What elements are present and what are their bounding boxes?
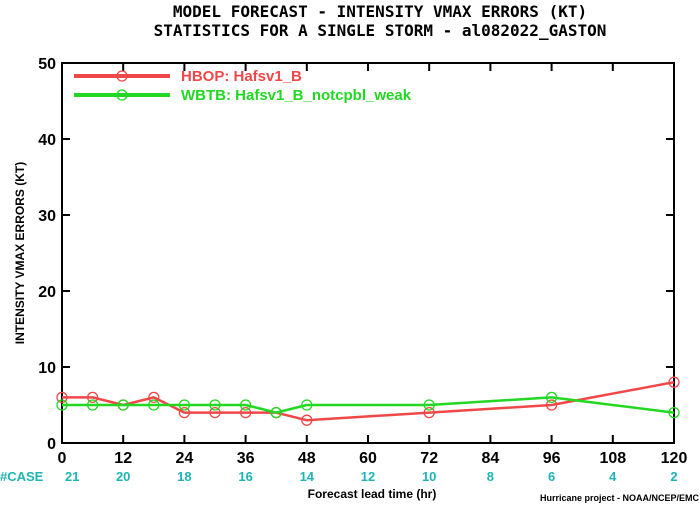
legend-swatch-marker bbox=[116, 89, 128, 101]
data-point bbox=[545, 399, 558, 411]
x-tick-label: 96 bbox=[543, 450, 561, 467]
case-count: 2 bbox=[670, 469, 677, 484]
x-tick-label: 60 bbox=[359, 450, 377, 467]
case-count: 20 bbox=[116, 469, 130, 484]
legend: HBOP: Hafsv1_B WBTB: Hafsv1_B_notcpbl_wea… bbox=[74, 68, 412, 104]
case-count: 21 bbox=[65, 469, 79, 484]
data-point bbox=[209, 406, 221, 419]
x-tick-label: 72 bbox=[420, 450, 438, 467]
y-axis: 0 10 20 30 40 50 bbox=[38, 56, 674, 453]
plot-frame bbox=[61, 62, 675, 444]
chart-subtitle: STATISTICS FOR A SINGLE STORM - al082022… bbox=[154, 21, 607, 40]
data-point bbox=[178, 399, 191, 411]
x-tick-label: 0 bbox=[58, 450, 67, 467]
case-count: 6 bbox=[548, 469, 555, 484]
y-tick-label: 20 bbox=[38, 284, 56, 301]
data-point bbox=[178, 406, 191, 419]
data-point bbox=[423, 399, 435, 411]
data-point bbox=[239, 406, 252, 419]
data-point bbox=[117, 399, 129, 411]
data-point bbox=[301, 414, 313, 426]
series-2 bbox=[56, 391, 680, 419]
case-count: 4 bbox=[609, 469, 617, 484]
case-count: 18 bbox=[177, 469, 191, 484]
data-point bbox=[209, 399, 221, 411]
case-count: 10 bbox=[422, 469, 436, 484]
case-count: 8 bbox=[487, 469, 494, 484]
legend-swatch-marker bbox=[116, 70, 128, 82]
data-point bbox=[545, 391, 558, 404]
credit-text: Hurricane project - NOAA/NCEP/EMC bbox=[540, 493, 700, 503]
data-point bbox=[56, 391, 68, 404]
chart-title: MODEL FORECAST - INTENSITY VMAX ERRORS (… bbox=[173, 2, 587, 21]
series-layer bbox=[56, 376, 680, 426]
data-point bbox=[56, 399, 68, 411]
data-point bbox=[668, 376, 680, 388]
x-axis-label: Forecast lead time (hr) bbox=[308, 487, 437, 501]
x-tick-label: 120 bbox=[661, 450, 688, 467]
case-count: 16 bbox=[238, 469, 252, 484]
y-tick-label: 50 bbox=[38, 56, 56, 73]
data-point bbox=[668, 406, 680, 419]
y-tick-label: 30 bbox=[38, 208, 56, 225]
x-tick-label: 48 bbox=[298, 450, 316, 467]
data-point bbox=[239, 399, 252, 411]
case-count: 14 bbox=[300, 469, 315, 484]
x-tick-label: 12 bbox=[114, 450, 132, 467]
x-tick-label: 24 bbox=[176, 450, 194, 467]
case-counts: 21 20 18 16 14 12 10 8 6 4 2 bbox=[65, 469, 678, 484]
data-point bbox=[148, 399, 160, 411]
case-count: 12 bbox=[361, 469, 375, 484]
data-point bbox=[86, 399, 99, 411]
y-tick-label: 0 bbox=[47, 436, 56, 453]
data-point bbox=[148, 391, 160, 404]
legend-label: HBOP: Hafsv1_B bbox=[181, 68, 302, 85]
x-tick-label: 108 bbox=[599, 450, 626, 467]
data-point bbox=[270, 406, 282, 419]
data-point bbox=[86, 391, 99, 404]
data-point bbox=[301, 399, 313, 411]
y-axis-label: INTENSITY VMAX ERRORS (KT) bbox=[13, 162, 27, 344]
x-axis: 0 12 24 36 48 60 72 84 96 108 120 bbox=[58, 63, 688, 467]
data-point bbox=[423, 406, 435, 419]
y-tick-label: 40 bbox=[38, 132, 56, 149]
y-tick-label: 10 bbox=[38, 360, 56, 377]
legend-label: WBTB: Hafsv1_B_notcpbl_weak bbox=[181, 87, 412, 104]
x-tick-label: 36 bbox=[237, 450, 255, 467]
x-tick-label: 84 bbox=[482, 450, 500, 467]
case-label: #CASE bbox=[0, 469, 44, 484]
